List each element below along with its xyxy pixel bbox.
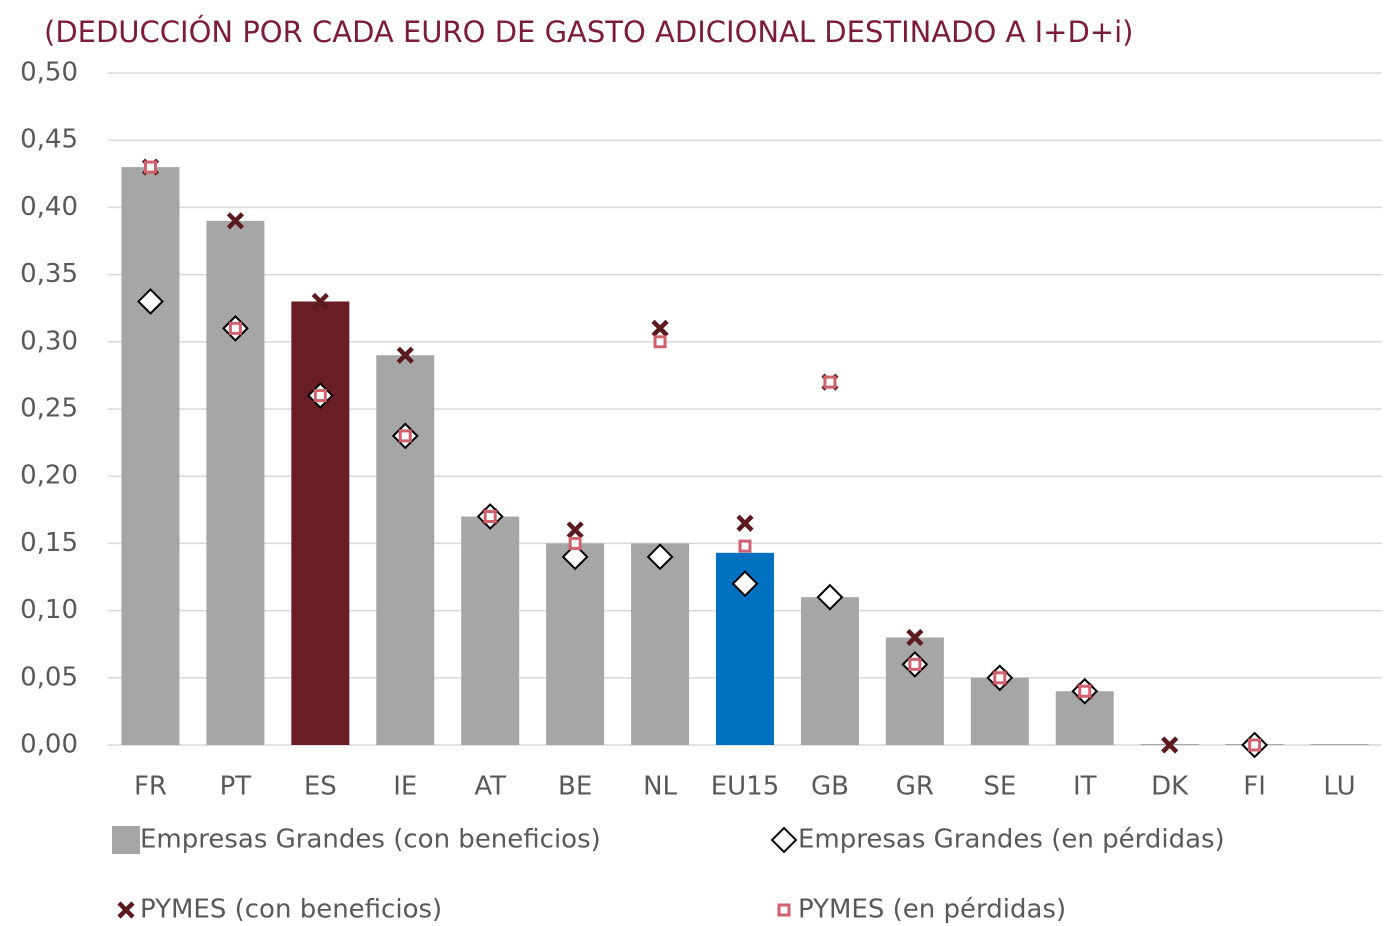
- x-tick-label: LU: [1323, 772, 1355, 802]
- y-tick-label: 0,05: [20, 662, 78, 692]
- bar: [800, 597, 859, 745]
- x-tick-label: IT: [1073, 772, 1097, 802]
- y-tick-label: 0,40: [20, 192, 78, 222]
- x-tick-label: DK: [1151, 772, 1189, 802]
- square-marker: [993, 671, 1007, 685]
- legend-label: PYMES (con beneficios): [140, 895, 442, 925]
- square-marker: [1248, 738, 1262, 752]
- square-marker: [398, 429, 412, 443]
- x-tick-label: IE: [393, 772, 417, 802]
- y-tick-label: 0,20: [20, 461, 78, 491]
- square-marker: [483, 510, 497, 524]
- x-marker: [566, 521, 584, 539]
- y-tick-label: 0,50: [20, 58, 78, 88]
- diamond-marker: [731, 570, 759, 598]
- x-tick-label: SE: [983, 772, 1016, 802]
- legend-swatch: [117, 901, 135, 919]
- bar: [376, 355, 435, 745]
- y-tick-label: 0,45: [20, 125, 78, 155]
- x-tick-label: PT: [220, 772, 252, 802]
- legend-label: PYMES (en pérdidas): [798, 895, 1066, 925]
- x-tick-label: AT: [474, 772, 506, 802]
- square-marker: [653, 335, 667, 349]
- legend-label: Empresas Grandes (con beneficios): [140, 825, 601, 855]
- square-marker: [1078, 684, 1092, 698]
- square-marker: [313, 389, 327, 403]
- x-tick-label: NL: [643, 772, 677, 802]
- x-marker: [226, 212, 244, 230]
- x-tick-label: FR: [134, 772, 167, 802]
- x-marker: [1161, 736, 1179, 754]
- bar: [206, 220, 265, 746]
- bar: [631, 543, 690, 745]
- chart-title: (DEDUCCIÓN POR CADA EURO DE GASTO ADICIO…: [44, 15, 1133, 49]
- bar: [121, 167, 180, 745]
- x-marker: [651, 319, 669, 337]
- legend-swatch: [777, 903, 791, 917]
- bar: [461, 516, 520, 745]
- diamond-marker: [646, 543, 674, 571]
- bar: [1310, 744, 1369, 745]
- square-marker: [823, 375, 837, 389]
- x-marker: [736, 514, 754, 532]
- bar: [291, 301, 350, 745]
- y-tick-label: 0,30: [20, 326, 78, 356]
- x-marker: [311, 292, 329, 311]
- diamond-marker: [816, 583, 844, 611]
- x-tick-label: FI: [1243, 772, 1266, 802]
- square-marker: [908, 657, 922, 671]
- x-marker: [396, 346, 414, 364]
- y-tick-label: 0,10: [20, 595, 78, 625]
- legend-swatch: [770, 826, 798, 854]
- square-marker: [738, 539, 752, 553]
- diamond-marker: [561, 543, 589, 571]
- legend-label: Empresas Grandes (en pérdidas): [798, 825, 1225, 855]
- y-tick-label: 0,00: [20, 730, 78, 760]
- x-tick-label: BE: [558, 772, 592, 802]
- legend-swatch: [112, 826, 140, 854]
- y-tick-label: 0,25: [20, 394, 78, 424]
- square-marker: [143, 160, 157, 174]
- x-tick-label: GR: [896, 772, 934, 802]
- y-tick-label: 0,35: [20, 259, 78, 289]
- square-marker: [568, 536, 582, 550]
- x-tick-label: EU15: [711, 772, 780, 802]
- x-tick-label: ES: [304, 772, 337, 802]
- bar: [546, 543, 605, 745]
- x-tick-label: GB: [811, 772, 849, 802]
- y-tick-label: 0,15: [20, 528, 78, 558]
- diamond-marker: [137, 288, 164, 315]
- x-marker: [906, 628, 924, 647]
- square-marker: [228, 321, 242, 335]
